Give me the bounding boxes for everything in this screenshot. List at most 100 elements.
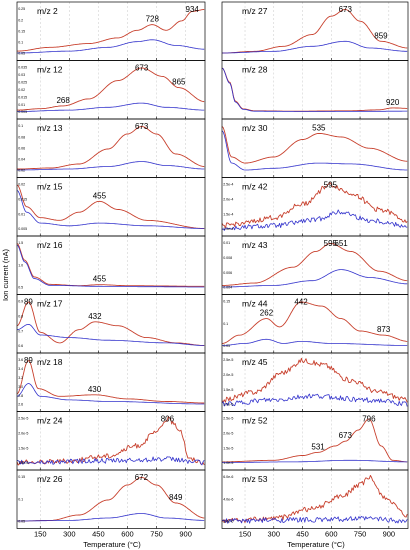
x-tick-label: 600 [325,530,338,539]
red-series-line [222,301,408,344]
mass-label: m/z 26 [37,474,63,484]
chart-panel: 6.0e-6 4.0e-6 2.0e-6 m/z 53 150 300 450 600 750 9… [221,469,409,539]
x-tick-label: 750 [150,530,163,539]
chart-panel: 0.15 0.1 0.05 m/z 26 672 849 150 300 450 600 750 90… [16,469,206,539]
y-tick-label: 2.5e-5 [223,417,233,421]
y-tick-label: 3.2 [18,376,23,380]
blue-series-line [222,269,408,288]
peak-label: 89 [24,356,33,365]
blue-series-line [17,161,205,171]
blue-series-line [16,456,205,466]
blue-series-line [16,190,205,229]
y-tick-label: 0.006 [223,271,232,275]
peak-label: 455 [93,275,107,284]
peak-label: 595 [324,181,338,190]
x-tick-label: 150 [239,530,252,539]
red-series-line [222,9,408,54]
mass-label: m/z 53 [242,474,268,484]
blue-series-line [16,244,205,288]
y-tick-label: 2.0e-5 [223,432,233,436]
x-tick-label: 450 [92,530,105,539]
x-tick-label: 900 [383,530,396,539]
red-series-line [222,418,408,463]
chart-panel: m/z 27 673 859 [221,1,409,61]
y-tick-label: 1.5e-5 [223,388,233,392]
red-series-line [16,301,205,346]
chart-panel: 2.5e-5 2.0e-5 1.5e-5 1.0e-5 m/z 45 [221,352,409,412]
y-tick-label: 0.05 [18,52,25,56]
y-tick-label: 0.008 [223,256,232,260]
blue-series-line [16,383,205,405]
panel-frame [16,469,206,529]
blue-series-line [16,324,205,346]
y-tick-label: 1.0e-5 [223,461,233,465]
chart-panel: 2.5e-4 2.0e-4 1.5e-4 1.0e-4 m/z 42 595 [221,177,409,237]
chart-panel: 0.035 0.03 0.025 0.02 0.015 0.01 0.005 m/z 12 26… [16,60,206,120]
peak-label: 865 [172,78,186,87]
red-series-line [17,67,205,111]
mass-label: m/z 28 [242,65,268,75]
y-tick-label: 0.25 [18,7,25,11]
mass-label: m/z 45 [242,357,268,367]
mass-label: m/z 52 [242,416,268,426]
y-tick-label: 2.0e-5 [18,432,28,436]
blue-series-line [221,209,408,231]
y-tick-label: 1.0e-5 [223,403,233,407]
red-series-line [222,243,408,286]
y-tick-label: 0.1 [18,41,23,45]
mass-label: m/z 2 [37,6,58,16]
peak-label: 796 [362,415,376,424]
red-series-line [221,126,408,164]
peak-label: 595 [324,239,338,248]
chart-panel: 2.5e-5 2.0e-5 1.5e-5 1.0e-5 m/z 24 806 [16,411,206,471]
y-tick-label: 0.8 [18,315,23,319]
y-tick-label: 1.0 [18,263,23,267]
y-tick-label: 1.5 [18,241,23,245]
blue-series-line [221,393,408,407]
y-tick-label: 2.6 [18,403,23,407]
peak-label: 262 [260,309,274,318]
x-axis-title-right: Temperature (°C) [287,540,345,549]
x-tick-label: 900 [179,530,192,539]
peak-label: 672 [135,473,149,482]
y-tick-label: 3.4 [18,367,23,371]
y-tick-label: 0.1 [18,497,23,501]
peak-label: 455 [93,191,107,200]
x-axis-title-left: Temperature (°C) [83,540,141,549]
x-tick-label: 600 [121,530,134,539]
blue-series-line [221,130,408,171]
y-tick-label: 0.6 [18,344,23,348]
red-series-line [16,243,205,287]
y-tick-label: 0.15 [18,475,25,479]
chart-panel: 1.5 1.0 0.5 m/z 16 455 [16,235,206,295]
mass-label: m/z 18 [37,357,63,367]
y-tick-label: 0.035 [18,66,27,70]
y-tick-label: 0.15 [18,29,25,33]
red-series-line [16,416,205,466]
x-tick-label: 150 [34,530,47,539]
mass-label: m/z 27 [242,6,268,16]
peak-label: 442 [294,298,308,307]
y-tick-label: 0.01 [18,103,25,107]
blue-series-line [17,39,205,54]
y-tick-label: 1.5e-4 [223,212,233,216]
y-tick-label: 1.0e-5 [18,461,28,465]
y-tick-label: 2.0e-4 [223,198,233,202]
x-tick-label: 300 [63,530,76,539]
y-tick-label: 0.01 [223,241,230,245]
chart-panel: m/z 30 535 [221,118,409,178]
y-tick-label: 1.0e-4 [223,227,233,231]
y-axis-title: Ion current (nA) [1,248,10,301]
y-tick-label: 0.005 [18,227,27,231]
blue-series-line [222,338,408,346]
y-tick-label: 0.1 [223,322,228,326]
mass-label: m/z 30 [242,123,268,133]
peak-label: 651 [334,239,348,248]
y-tick-label: 0.9 [18,300,23,304]
y-tick-label: 0.7 [18,329,23,333]
y-tick-label: 2.0e-6 [223,520,233,524]
peak-label: 535 [312,123,326,132]
y-tick-label: 0.02 [18,169,25,173]
